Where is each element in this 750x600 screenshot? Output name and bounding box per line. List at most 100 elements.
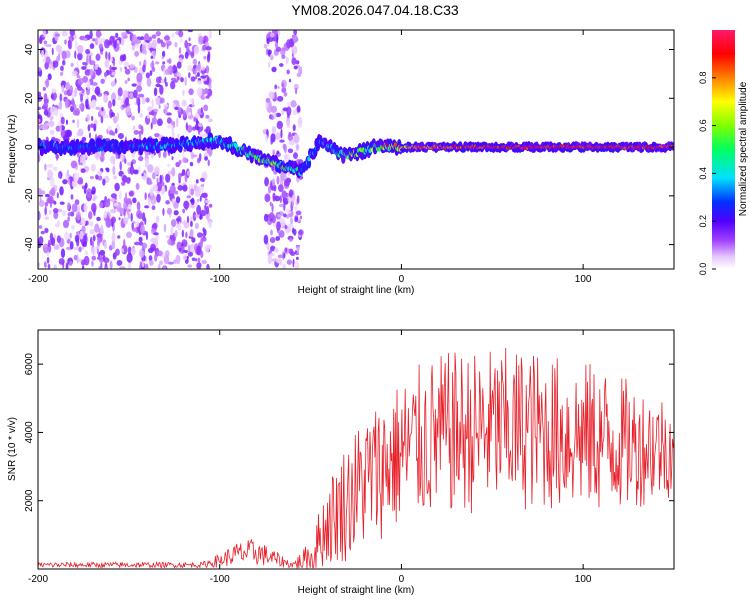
spectrogram-speckle [295, 60, 300, 65]
spectrogram-speckle [112, 165, 116, 176]
colorbar-tick-label: 0.6 [698, 119, 708, 132]
spectrogram-speckle [125, 97, 130, 106]
spectrogram-speckle [74, 40, 78, 51]
spectrogram-speckle [42, 57, 47, 64]
spectrogram-speckle [183, 148, 187, 152]
spectrogram-speckle [49, 130, 55, 135]
spectrogram-speckle [51, 237, 56, 247]
spectrogram-speckle [96, 216, 101, 222]
spectrogram-speckle [95, 174, 99, 180]
spectrogram-speckle [275, 112, 282, 118]
spectrogram-speckle [205, 46, 212, 51]
spectrogram-speckle [52, 207, 59, 214]
spectrogram-heatmap [38, 30, 674, 269]
spectrogram-speckle [270, 138, 274, 145]
spectrogram-speckle [91, 115, 94, 121]
spectrogram-speckle [181, 109, 184, 114]
spectrogram-speckle [59, 124, 62, 133]
spectrogram-speckle [283, 178, 290, 187]
spectrogram-speckle [166, 43, 169, 50]
chart-title: YM08.2026.047.04.18.C33 [291, 2, 459, 18]
spectrogram-speckle [128, 191, 134, 197]
spectrogram-speckle [158, 260, 164, 266]
spectrogram-speckle [177, 185, 184, 191]
spectrogram-speckle [68, 260, 73, 267]
spectrogram-speckle [58, 173, 61, 179]
spectrogram-speckle [272, 192, 276, 202]
spectrogram-speckle [54, 33, 61, 37]
spectrogram-speckle [292, 124, 296, 132]
spectrogram-speckle [47, 264, 51, 269]
spectrogram-speckle [186, 195, 191, 199]
spectrogram-speckle [49, 177, 55, 187]
spectrogram-speckle [295, 143, 300, 151]
spectrogram-speckle [115, 32, 119, 39]
spectrogram-speckle [163, 266, 166, 269]
spectrogram-speckle [69, 232, 72, 239]
spectrogram-speckle [205, 65, 210, 74]
spectrogram-speckle [85, 98, 89, 109]
spectrogram-speckle [174, 106, 179, 111]
spectrogram-speckle [191, 154, 198, 158]
spectrogram-speckle [67, 39, 72, 49]
spectrogram-speckle [163, 67, 166, 76]
spectrogram-speckle [58, 258, 65, 265]
spectrogram-speckle [165, 173, 171, 183]
spectrogram-speckle [191, 257, 196, 261]
spectrogram-speckle [38, 225, 43, 229]
spectrogram-speckle [46, 122, 52, 127]
colorbar-tick-label: 0.0 [698, 263, 708, 276]
spectrogram-speckle [293, 261, 300, 269]
spectrogram-speckle [91, 241, 94, 247]
spectrogram-speckle [296, 72, 302, 78]
spectrogram-speckle [116, 112, 119, 122]
spectrogram-speckle [50, 94, 55, 100]
spectrogram-speckle [288, 139, 295, 146]
spectrogram-speckle [120, 31, 128, 37]
spectrogram-speckle [133, 89, 138, 99]
spectrogram-speckle [63, 90, 68, 96]
spectrogram-speckle [82, 62, 87, 66]
spectrogram-speckle [161, 50, 166, 58]
spectrogram-speckle [182, 157, 188, 164]
spectrogram-speckle [117, 132, 124, 140]
spectrogram-speckle [59, 72, 64, 76]
spectrogram-xtick-label: 0 [399, 274, 405, 285]
spectrogram-speckle [294, 87, 298, 95]
spectrogram-speckle [188, 88, 194, 96]
spectrogram-speckle [53, 166, 58, 171]
spectrogram-ytick-label: 0 [24, 144, 35, 150]
spectrogram-speckle [197, 122, 203, 128]
spectrogram-speckle [165, 200, 170, 205]
spectrogram-speckle [70, 160, 78, 169]
spectrogram-speckle [110, 198, 116, 203]
spectrogram-speckle [55, 44, 62, 53]
spectrogram-speckle [195, 74, 198, 80]
spectrogram-speckle [138, 212, 143, 220]
spectrogram-speckle [163, 35, 171, 41]
spectrogram-speckle [42, 244, 49, 248]
spectrogram-speckle [94, 37, 99, 46]
spectrogram-speckle [283, 213, 287, 218]
spectrogram-speckle [155, 61, 160, 65]
spectrogram-speckle [173, 79, 179, 83]
spectrogram-speckle [293, 65, 298, 70]
spectrogram-speckle [206, 263, 210, 269]
spectrogram-speckle [101, 106, 104, 112]
spectrogram-speckle [188, 186, 191, 197]
spectrogram-speckle [208, 30, 212, 40]
spectrogram-speckle [269, 229, 274, 236]
spectrogram-speckle [291, 57, 297, 66]
spectrogram-speckle [148, 259, 154, 266]
spectrogram-speckle [38, 188, 42, 197]
spectrogram-speckle [89, 43, 95, 49]
spectrogram-speckle [196, 232, 203, 238]
spectrogram-speckle [284, 225, 288, 230]
spectrogram-speckle [54, 223, 60, 227]
spectrogram-speckle [89, 68, 94, 77]
spectrogram-speckle [115, 154, 119, 160]
spectrogram-speckle [200, 75, 207, 79]
spectrogram-speckle [76, 118, 80, 129]
spectrogram-speckle [283, 91, 288, 97]
spectrogram-speckle [264, 176, 269, 187]
